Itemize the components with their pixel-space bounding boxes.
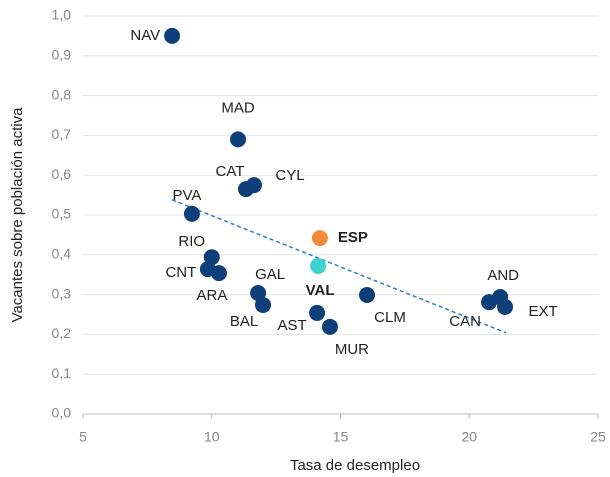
y-tick-label: 0,0 [52,405,72,421]
point-label: ESP [338,229,368,246]
point [321,318,338,335]
point-label: EXT [528,303,557,320]
y-tick-label: 0,2 [52,325,72,341]
point-label: CNT [165,264,196,281]
point [230,131,247,148]
point [210,265,227,282]
point-label: VAL [306,282,335,299]
y-tick-label: 0,9 [52,47,72,63]
point [164,27,181,44]
y-tick-label: 0,1 [52,365,72,381]
y-tick-label: 0,8 [52,86,72,102]
point [497,298,514,315]
trendline [171,199,507,334]
point [481,294,498,311]
point-label: BAL [230,313,258,330]
y-tick-label: 0,6 [52,166,72,182]
point-label: CYL [275,167,304,184]
x-tick-label: 25 [590,429,606,445]
x-axis-label: Tasa de desempleo [290,457,420,474]
point [359,286,376,303]
point-label: CAN [449,313,481,330]
point-label: CLM [374,309,406,326]
x-tick-label: 20 [461,429,477,445]
y-tick-label: 0,4 [52,246,72,262]
point [311,230,328,247]
x-tick-label: 15 [333,429,349,445]
point-label: CAT [216,163,245,180]
y-axis-label: Vacantes sobre población activa [9,107,26,323]
point [183,205,200,222]
point-label: AND [487,267,519,284]
y-tick-label: 0,3 [52,285,72,301]
point-label: MAD [221,99,255,116]
y-tick-label: 0,7 [52,126,72,142]
point [245,177,262,194]
point-label: PVA [172,187,201,204]
point-label: AST [277,317,306,334]
x-tick-label: 5 [79,429,87,445]
point-label: MUR [335,341,369,358]
point [310,257,327,274]
point-label: GAL [255,266,285,283]
point-label: ARA [197,287,228,304]
y-tick-label: 0,5 [52,206,72,222]
x-tick-label: 10 [204,429,220,445]
point-label: NAV [130,27,160,44]
point [309,304,326,321]
point-label: RIO [178,233,205,250]
y-tick-label: 1,0 [52,7,72,23]
point [254,296,271,313]
